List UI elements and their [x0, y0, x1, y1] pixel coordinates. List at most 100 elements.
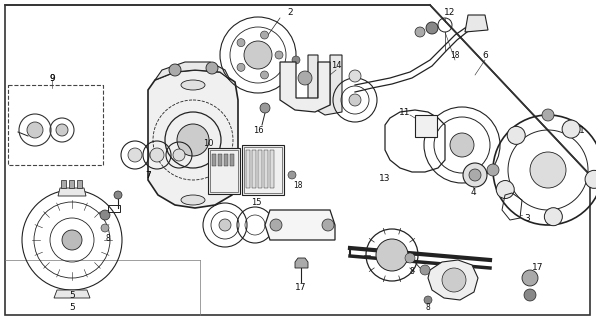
Text: 10: 10	[203, 139, 213, 148]
Circle shape	[426, 22, 438, 34]
Polygon shape	[148, 70, 238, 208]
Text: 7: 7	[145, 171, 151, 180]
Polygon shape	[155, 62, 230, 80]
Text: 3: 3	[524, 213, 530, 222]
Circle shape	[349, 94, 361, 106]
Bar	[230, 154, 234, 166]
Bar	[77, 180, 82, 188]
Circle shape	[114, 191, 122, 199]
Bar	[242, 145, 284, 195]
Circle shape	[405, 253, 415, 263]
Circle shape	[298, 71, 312, 85]
Bar	[224, 154, 228, 166]
Circle shape	[288, 171, 296, 179]
Circle shape	[420, 265, 430, 275]
Bar	[61, 180, 66, 188]
Polygon shape	[265, 210, 335, 240]
Circle shape	[150, 148, 164, 162]
Polygon shape	[58, 188, 86, 196]
Circle shape	[469, 169, 481, 181]
Bar	[415, 115, 437, 137]
Circle shape	[206, 62, 218, 74]
Circle shape	[270, 219, 282, 231]
Circle shape	[101, 224, 109, 232]
Circle shape	[322, 219, 334, 231]
Circle shape	[376, 239, 408, 271]
Circle shape	[27, 122, 43, 138]
Bar	[258, 150, 262, 188]
Bar	[69, 180, 74, 188]
Circle shape	[62, 230, 82, 250]
Circle shape	[128, 148, 142, 162]
Text: 17: 17	[295, 284, 307, 292]
Polygon shape	[428, 260, 478, 300]
Text: 8: 8	[105, 234, 110, 243]
Circle shape	[292, 56, 300, 64]
Bar	[264, 150, 268, 188]
Circle shape	[349, 70, 361, 82]
Circle shape	[562, 120, 580, 138]
Circle shape	[169, 64, 181, 76]
Polygon shape	[465, 15, 488, 32]
Circle shape	[507, 126, 525, 144]
Bar	[210, 150, 238, 192]
Circle shape	[56, 124, 68, 136]
Circle shape	[173, 149, 185, 161]
Circle shape	[542, 109, 554, 121]
Ellipse shape	[181, 195, 205, 205]
Text: 9: 9	[49, 74, 55, 83]
Text: 18: 18	[293, 180, 303, 189]
Text: 5: 5	[69, 291, 75, 300]
Ellipse shape	[181, 80, 205, 90]
Text: 8: 8	[409, 268, 414, 276]
Text: 11: 11	[399, 108, 411, 116]
Circle shape	[522, 270, 538, 286]
Circle shape	[524, 289, 536, 301]
Circle shape	[260, 103, 270, 113]
Bar	[218, 154, 222, 166]
Text: 13: 13	[379, 173, 391, 182]
Circle shape	[496, 180, 514, 198]
Circle shape	[424, 296, 432, 304]
Bar	[270, 150, 274, 188]
Text: 6: 6	[482, 51, 488, 60]
Circle shape	[177, 124, 209, 156]
Text: 9: 9	[49, 74, 55, 83]
Text: 17: 17	[532, 263, 544, 273]
Polygon shape	[54, 290, 90, 298]
Bar	[244, 147, 282, 193]
Circle shape	[237, 39, 245, 47]
Polygon shape	[308, 55, 342, 115]
Text: 8: 8	[426, 303, 430, 313]
Circle shape	[450, 133, 474, 157]
Circle shape	[585, 170, 596, 188]
Circle shape	[244, 41, 272, 69]
Bar	[8, 85, 103, 165]
Bar	[252, 150, 256, 188]
Circle shape	[260, 31, 268, 39]
Polygon shape	[280, 62, 330, 112]
Bar	[208, 148, 240, 194]
Bar	[212, 154, 216, 166]
Text: 5: 5	[69, 303, 75, 313]
Circle shape	[442, 268, 466, 292]
Text: 14: 14	[331, 60, 342, 69]
Bar	[246, 150, 250, 188]
Text: 1: 1	[579, 125, 585, 134]
Text: 16: 16	[253, 125, 263, 134]
Circle shape	[237, 63, 245, 71]
Polygon shape	[295, 258, 308, 268]
Circle shape	[260, 71, 268, 79]
Circle shape	[487, 164, 499, 176]
Circle shape	[275, 51, 283, 59]
Circle shape	[219, 219, 231, 231]
Circle shape	[463, 163, 487, 187]
Circle shape	[100, 210, 110, 220]
Text: 15: 15	[251, 197, 261, 206]
Circle shape	[415, 27, 425, 37]
Text: 2: 2	[287, 7, 293, 17]
Circle shape	[544, 208, 563, 226]
Text: 7: 7	[145, 171, 151, 180]
Circle shape	[530, 152, 566, 188]
Text: 4: 4	[470, 188, 476, 196]
